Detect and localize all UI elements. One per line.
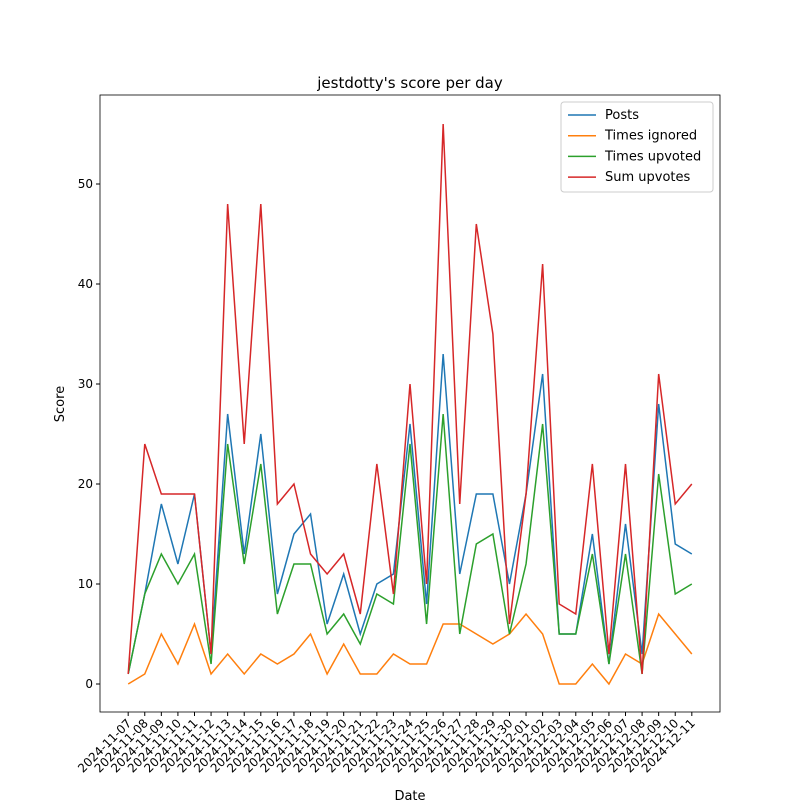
series-line [127,123,693,675]
y-tick-label: 50 [78,177,93,191]
chart-title: jestdotty's score per day [316,74,503,92]
series-line [127,413,693,675]
y-tick-label: 40 [78,277,93,291]
plot-frame [99,94,721,713]
x-axis-label: Date [394,789,425,800]
y-tick-label: 10 [78,577,93,591]
series-line [127,353,693,675]
series-line [127,612,693,686]
legend-label: Times ignored [604,129,697,144]
y-tick-label: 0 [85,677,93,691]
legend-label: Sum upvotes [605,170,691,185]
y-tick-label: 30 [78,377,93,391]
y-tick-label: 20 [78,477,93,491]
legend-label: Posts [605,108,639,123]
legend-label: Times upvoted [604,149,701,164]
y-axis-label: Score [53,386,68,422]
legend-box [560,101,714,193]
